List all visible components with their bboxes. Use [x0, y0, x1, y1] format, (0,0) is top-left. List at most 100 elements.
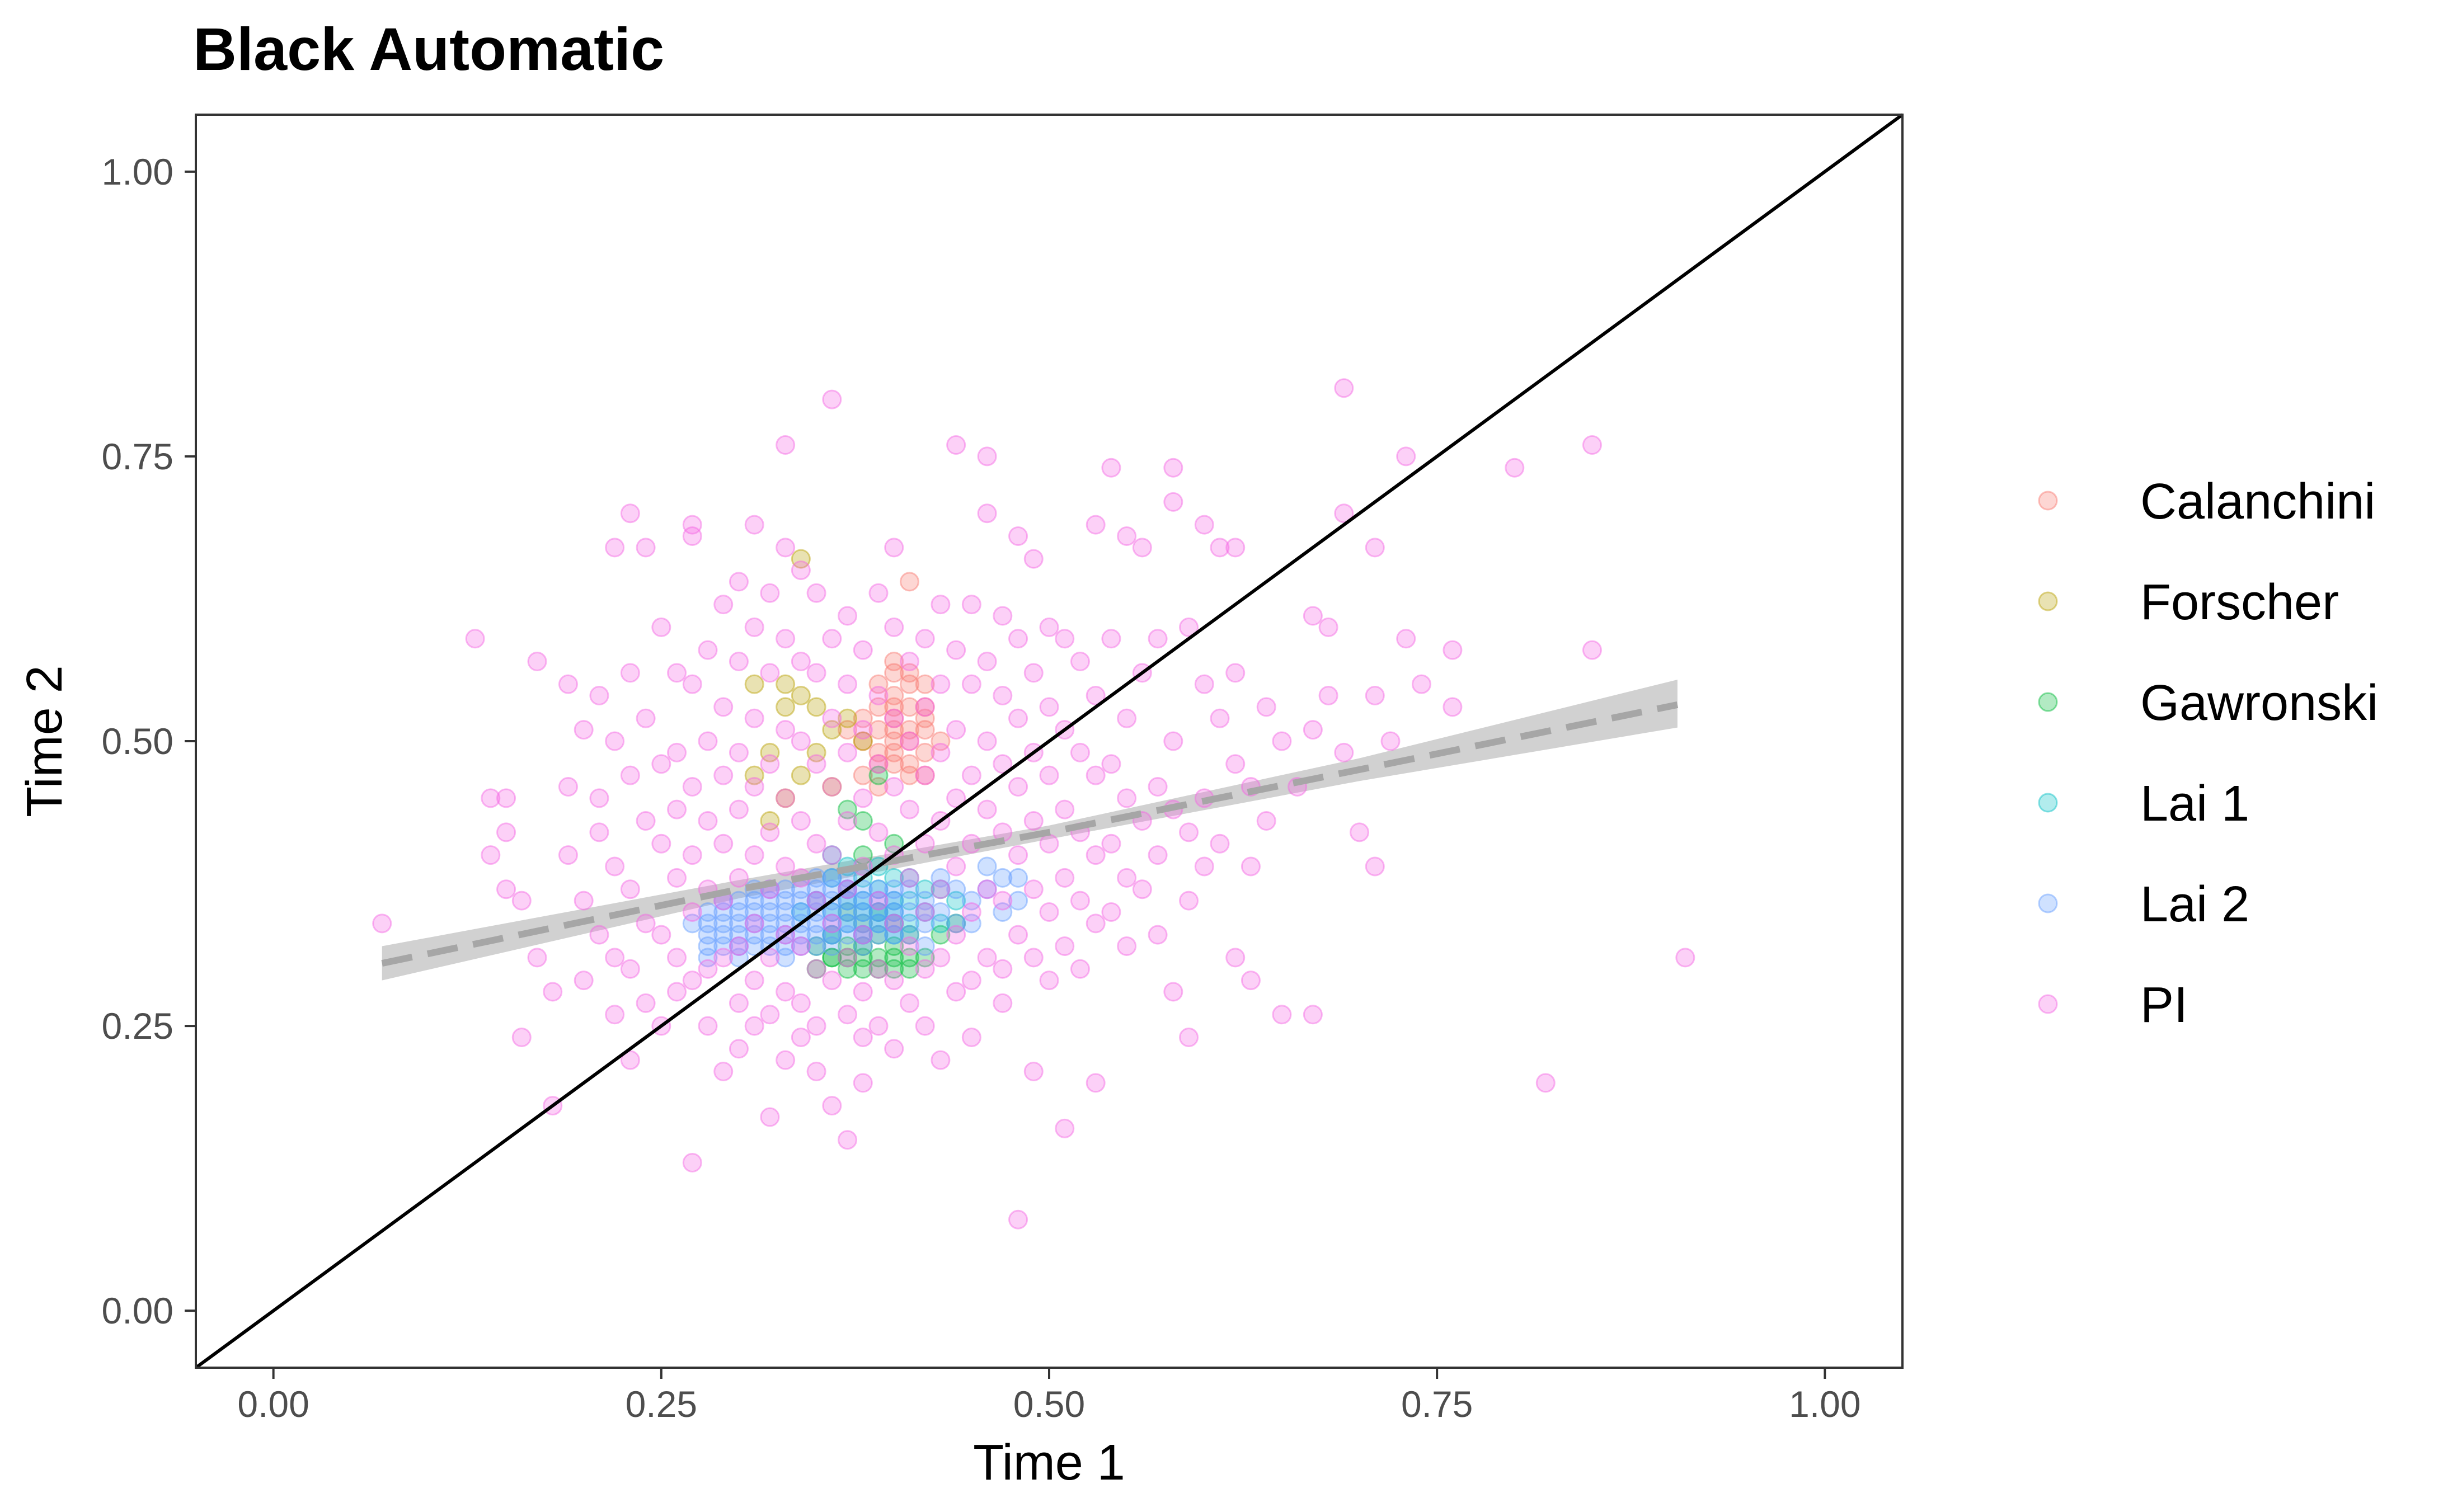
data-point	[760, 583, 780, 603]
data-point	[1318, 617, 1338, 637]
data-point	[1023, 948, 1044, 968]
data-point	[636, 708, 656, 728]
data-point	[776, 879, 796, 899]
data-point	[744, 1016, 764, 1036]
data-point	[1055, 936, 1075, 957]
data-point	[899, 868, 919, 888]
data-point	[1179, 891, 1199, 911]
data-point	[977, 879, 997, 899]
data-point	[791, 765, 811, 785]
data-point	[1163, 982, 1183, 1002]
data-point	[574, 891, 594, 911]
data-point	[806, 754, 826, 774]
data-point	[868, 674, 889, 694]
legend-item: Calanchini	[2038, 474, 2375, 530]
data-point	[822, 925, 842, 945]
data-point	[1334, 742, 1354, 762]
data-point	[1039, 902, 1059, 922]
data-point	[1086, 515, 1106, 535]
data-point	[1350, 822, 1370, 842]
data-point	[776, 435, 796, 455]
data-point	[853, 902, 873, 922]
data-point	[993, 868, 1013, 888]
legend-key	[2038, 793, 2058, 813]
data-point	[931, 948, 951, 968]
identity-line	[195, 113, 1904, 1369]
data-point	[822, 720, 842, 740]
data-point	[822, 971, 842, 991]
legend-item: Lai 1	[2038, 776, 2249, 832]
data-point	[791, 902, 811, 922]
data-point	[698, 811, 718, 831]
data-point	[1008, 845, 1028, 865]
data-point	[760, 1005, 780, 1025]
data-point	[868, 913, 889, 934]
data-point	[884, 879, 904, 899]
data-point	[760, 891, 780, 911]
data-point	[961, 595, 981, 615]
data-point	[884, 754, 904, 774]
data-point	[744, 674, 764, 694]
data-point	[899, 697, 919, 717]
data-point	[853, 982, 873, 1002]
data-point	[838, 742, 858, 762]
data-point	[946, 879, 966, 899]
data-point	[729, 891, 749, 911]
data-point	[899, 959, 919, 979]
data-point	[760, 1107, 780, 1127]
data-point	[899, 868, 919, 888]
data-point	[791, 925, 811, 945]
data-point	[884, 708, 904, 728]
data-point	[884, 651, 904, 671]
data-point	[884, 891, 904, 911]
data-point	[791, 560, 811, 581]
data-point	[884, 617, 904, 637]
data-point	[1101, 833, 1121, 854]
data-point	[899, 731, 919, 751]
data-point	[853, 936, 873, 957]
data-point	[838, 891, 858, 911]
data-point	[993, 993, 1013, 1013]
data-point	[822, 902, 842, 922]
data-point	[853, 788, 873, 808]
data-point	[527, 948, 547, 968]
data-point	[682, 674, 702, 694]
data-point	[868, 925, 889, 945]
data-point	[1396, 629, 1416, 649]
data-point	[776, 1050, 796, 1070]
data-point	[1070, 651, 1090, 671]
data-point	[605, 948, 625, 968]
legend-label: Gawronski	[2140, 675, 2378, 731]
data-point	[1148, 845, 1168, 865]
legend-key	[2038, 491, 2058, 511]
data-point	[806, 833, 826, 854]
data-point	[667, 948, 687, 968]
data-point	[822, 948, 842, 968]
data-point	[868, 776, 889, 797]
data-point	[698, 731, 718, 751]
data-point	[760, 811, 780, 831]
data-point	[713, 913, 734, 934]
data-point	[838, 799, 858, 819]
data-point	[651, 754, 671, 774]
data-point	[853, 891, 873, 911]
data-point	[760, 663, 780, 683]
data-point	[868, 697, 889, 717]
data-point	[729, 948, 749, 968]
data-point	[838, 891, 858, 911]
data-point	[884, 902, 904, 922]
data-point	[543, 982, 563, 1002]
data-point	[838, 606, 858, 626]
data-point	[605, 731, 625, 751]
data-point	[1272, 731, 1292, 751]
data-point	[1163, 458, 1183, 478]
data-point	[946, 720, 966, 740]
data-point	[868, 583, 889, 603]
x-tick-label: 0.75	[1401, 1383, 1473, 1425]
data-point	[946, 435, 966, 455]
data-point	[946, 925, 966, 945]
data-point	[915, 902, 935, 922]
data-point	[1582, 640, 1602, 660]
data-point	[1380, 731, 1401, 751]
data-point	[776, 913, 796, 934]
